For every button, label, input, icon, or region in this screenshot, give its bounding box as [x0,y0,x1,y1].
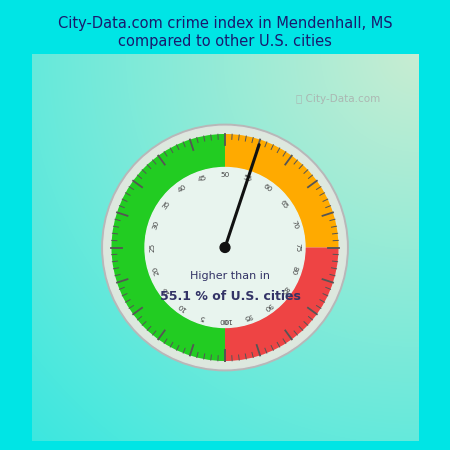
Text: 0: 0 [223,317,227,324]
Text: 35: 35 [161,199,171,210]
Text: Higher than in: Higher than in [190,271,270,281]
Circle shape [104,127,346,368]
Text: 30: 30 [151,220,160,230]
Text: 15: 15 [161,285,171,296]
Text: 5: 5 [199,313,206,320]
Text: 80: 80 [290,265,299,275]
Wedge shape [225,134,338,248]
Text: 90: 90 [262,302,273,311]
Text: 85: 85 [279,285,289,296]
Circle shape [102,124,348,371]
Text: 50: 50 [220,171,230,178]
Text: 55.1 % of U.S. cities: 55.1 % of U.S. cities [160,290,301,303]
Circle shape [220,243,230,252]
Wedge shape [225,248,338,361]
Text: 65: 65 [279,199,289,210]
Circle shape [104,126,346,369]
Text: 95: 95 [242,313,253,321]
Text: City-Data.com crime index in Mendenhall, MS: City-Data.com crime index in Mendenhall,… [58,16,392,31]
Text: 60: 60 [262,184,273,194]
Text: 55: 55 [242,174,253,182]
Text: ⓘ City-Data.com: ⓘ City-Data.com [297,94,381,104]
Text: 40: 40 [177,184,188,194]
Text: 45: 45 [197,174,208,182]
Circle shape [145,167,305,328]
Text: 20: 20 [151,265,160,275]
Text: 70: 70 [290,220,299,230]
Text: 25: 25 [149,243,155,252]
Text: 10: 10 [177,302,188,311]
Wedge shape [112,134,225,361]
Text: 75: 75 [295,243,301,252]
Text: 100: 100 [218,317,232,324]
Text: compared to other U.S. cities: compared to other U.S. cities [118,34,332,49]
